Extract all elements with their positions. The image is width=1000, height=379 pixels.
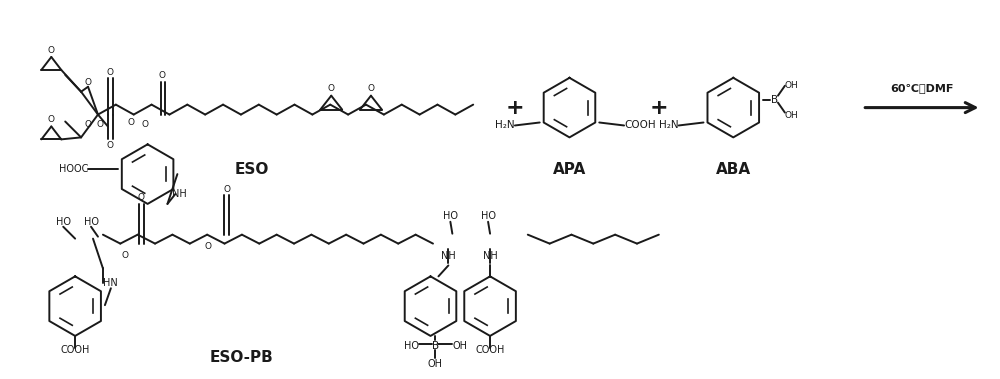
- Text: APA: APA: [553, 162, 586, 177]
- Text: O: O: [85, 120, 92, 129]
- Text: NH: NH: [483, 251, 497, 260]
- Text: B: B: [771, 95, 778, 105]
- Text: 60℃，DMF: 60℃，DMF: [890, 83, 954, 93]
- Text: O: O: [328, 84, 335, 93]
- Text: O: O: [96, 120, 103, 129]
- Text: HO: HO: [404, 341, 419, 351]
- Text: O: O: [205, 242, 212, 251]
- Text: O: O: [159, 71, 166, 80]
- Text: HO: HO: [481, 211, 496, 221]
- Text: O: O: [127, 118, 134, 127]
- Text: HO: HO: [443, 211, 458, 221]
- Text: H₂N: H₂N: [495, 121, 515, 130]
- Text: ESO: ESO: [235, 162, 269, 177]
- Text: HOOC: HOOC: [59, 164, 88, 174]
- Text: H₂N: H₂N: [659, 121, 679, 130]
- Text: O: O: [48, 45, 55, 55]
- Text: O: O: [85, 78, 92, 87]
- Text: B: B: [432, 341, 439, 351]
- Text: O: O: [48, 115, 55, 124]
- Text: O: O: [106, 141, 113, 150]
- Text: COOH: COOH: [475, 345, 505, 355]
- Text: NH: NH: [172, 189, 187, 199]
- Text: HO: HO: [56, 217, 71, 227]
- Text: O: O: [138, 193, 145, 202]
- Text: O: O: [367, 84, 374, 93]
- Text: O: O: [141, 120, 148, 129]
- Text: OH: OH: [428, 359, 443, 369]
- Text: O: O: [223, 185, 230, 194]
- Text: COOH: COOH: [60, 345, 90, 355]
- Text: +: +: [650, 98, 668, 117]
- Text: ESO-PB: ESO-PB: [210, 350, 274, 365]
- Text: OH: OH: [785, 111, 799, 120]
- Text: O: O: [106, 68, 113, 77]
- Text: +: +: [506, 98, 524, 117]
- Text: HN: HN: [103, 278, 118, 288]
- Text: NH: NH: [441, 251, 456, 260]
- Text: HO: HO: [84, 217, 99, 227]
- Text: OH: OH: [785, 81, 799, 90]
- Text: ABA: ABA: [716, 162, 751, 177]
- Text: COOH: COOH: [624, 121, 656, 130]
- Text: OH: OH: [452, 341, 467, 351]
- Text: O: O: [121, 251, 128, 260]
